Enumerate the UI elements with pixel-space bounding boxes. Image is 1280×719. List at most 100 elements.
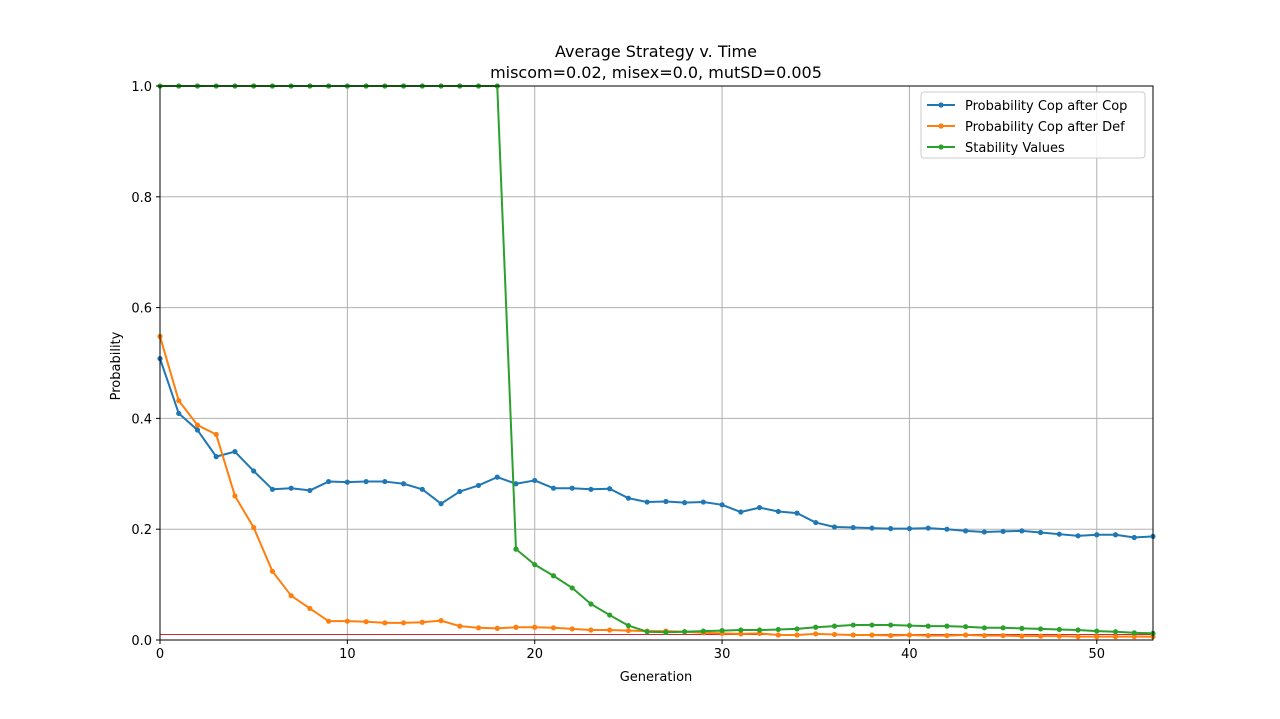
legend: Probability Cop after Cop Probability Cop… <box>920 91 1146 159</box>
data-point <box>326 618 332 624</box>
data-point <box>288 593 294 599</box>
data-point <box>400 481 407 487</box>
x-tick-label: 0 <box>156 647 164 662</box>
x-axis-label: Generation <box>620 670 693 685</box>
data-point <box>869 525 875 531</box>
data-point <box>775 626 781 633</box>
data-point <box>888 526 894 532</box>
y-tick-label: 0.8 <box>131 191 152 206</box>
data-point <box>1056 626 1062 633</box>
data-point <box>550 573 557 579</box>
x-tick-label: 50 <box>1089 647 1106 662</box>
data-point <box>588 627 594 633</box>
data-point <box>1112 532 1119 538</box>
data-point <box>213 454 219 460</box>
data-point <box>513 624 519 630</box>
data-point <box>775 632 781 638</box>
data-point <box>382 620 388 626</box>
legend-label: Stability Values <box>965 141 1065 156</box>
data-point <box>532 477 538 484</box>
data-point <box>1056 633 1062 639</box>
legend-label: Probability Cop after Def <box>965 120 1125 135</box>
data-point <box>588 486 594 492</box>
data-point <box>475 625 482 631</box>
data-point <box>850 524 856 531</box>
data-point <box>494 474 500 480</box>
data-point <box>1075 533 1081 539</box>
data-point <box>738 631 744 637</box>
legend-item: Probability Cop after Cop <box>927 99 1127 114</box>
data-point <box>644 499 650 505</box>
data-point <box>700 628 706 634</box>
data-point <box>607 627 613 633</box>
legend-marker <box>938 144 944 150</box>
data-point <box>1112 629 1119 635</box>
legend-marker <box>938 123 944 129</box>
legend-item: Probability Cop after Def <box>927 120 1125 135</box>
data-point <box>925 632 931 639</box>
data-point <box>232 493 238 499</box>
data-point <box>738 627 744 633</box>
data-point <box>588 601 594 607</box>
data-point <box>550 625 557 631</box>
data-point <box>532 624 538 630</box>
data-point <box>682 629 688 635</box>
data-point <box>176 398 182 404</box>
data-point <box>906 632 913 638</box>
x-tick-label: 30 <box>714 647 731 662</box>
legend-marker <box>938 102 944 108</box>
data-point <box>457 488 463 495</box>
data-point <box>625 622 631 629</box>
data-point <box>719 627 725 634</box>
data-point <box>1131 630 1137 636</box>
y-tick-label: 1.0 <box>131 80 152 95</box>
data-point <box>232 449 238 455</box>
y-tick-label: 0.4 <box>131 412 152 427</box>
y-axis-label: Probability <box>109 331 124 400</box>
data-point <box>438 501 444 507</box>
data-point <box>307 487 313 494</box>
data-point <box>869 632 875 638</box>
data-point <box>1000 625 1006 631</box>
data-point <box>756 627 763 633</box>
data-point <box>569 626 575 632</box>
data-point <box>419 486 425 492</box>
data-point <box>831 631 838 638</box>
data-point <box>1094 532 1100 538</box>
data-point <box>269 486 276 492</box>
data-point <box>550 485 557 491</box>
data-point <box>1000 528 1006 535</box>
data-point <box>194 422 201 428</box>
data-point <box>1112 634 1119 640</box>
data-point <box>213 431 219 438</box>
legend-label: Probability Cop after Cop <box>965 99 1127 114</box>
x-tick-label: 40 <box>901 647 918 662</box>
data-point <box>869 622 875 628</box>
data-point <box>1037 633 1044 639</box>
data-point <box>1075 627 1081 633</box>
data-point <box>813 631 819 637</box>
data-point <box>625 495 631 501</box>
data-point <box>775 508 781 515</box>
data-point <box>906 526 913 532</box>
data-point <box>888 632 894 639</box>
data-point <box>1094 628 1100 634</box>
data-point <box>1075 634 1081 640</box>
data-point <box>663 498 669 505</box>
data-point <box>344 618 350 624</box>
chart-title: Average Strategy v. Time <box>555 42 757 61</box>
data-point <box>831 524 838 530</box>
data-point <box>906 622 913 629</box>
data-point <box>1019 528 1025 534</box>
data-point <box>981 529 987 535</box>
data-point <box>288 485 294 491</box>
data-point <box>963 632 969 638</box>
y-tick-label: 0.6 <box>131 302 152 317</box>
data-point <box>194 427 201 433</box>
data-point <box>569 485 575 491</box>
data-point <box>850 632 856 638</box>
data-point <box>513 546 519 552</box>
y-tick-label: 0.2 <box>131 523 152 538</box>
x-tick-label: 10 <box>339 647 356 662</box>
